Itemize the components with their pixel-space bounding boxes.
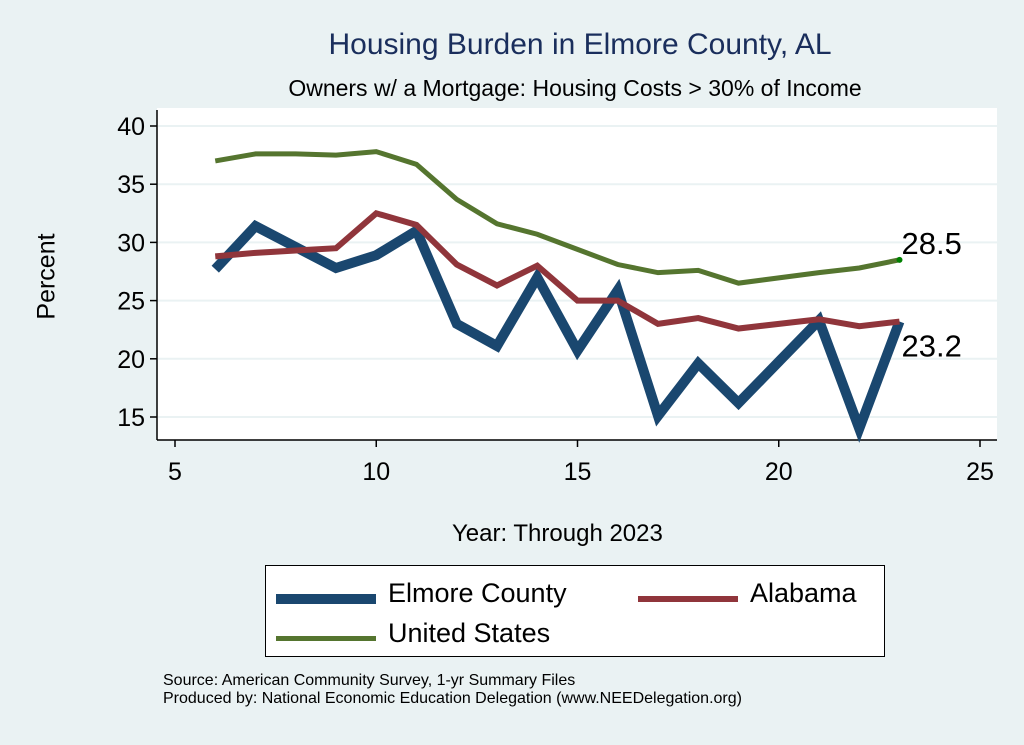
chart-subtitle: Owners w/ a Mortgage: Housing Costs > 30… [288,75,862,101]
source-note: Source: American Community Survey, 1-yr … [163,672,576,689]
x-axis-label: Year: Through 2023 [452,520,663,547]
series-line-united-states [214,149,900,286]
series-line-alabama [214,209,900,332]
y-tick-label: 20 [117,346,145,374]
y-axis-label: Percent [32,233,61,320]
series-line-elmore-county [211,219,905,443]
x-tick-label: 5 [168,458,182,486]
legend-label-elmore: Elmore County [388,578,567,608]
legend-label-us: United States [388,618,551,648]
plot-background [157,108,997,440]
legend: Elmore County Alabama United States [265,565,885,657]
legend-swatch-elmore [276,594,376,604]
x-tick-label: 20 [765,458,793,486]
annotation-elmore: 23.2 [902,329,962,364]
x-tick-label: 25 [966,458,994,486]
legend-label-alabama: Alabama [750,578,857,608]
us-endpoint-marker [896,256,903,263]
annotation-us: 28.5 [902,226,962,261]
chart-title: Housing Burden in Elmore County, AL [328,28,832,61]
y-tick-label: 25 [117,288,145,316]
legend-swatch-alabama [638,596,738,602]
y-tick-label: 15 [117,404,145,432]
y-tick-label: 35 [117,171,145,199]
producer-note: Produced by: National Economic Education… [163,690,742,707]
x-tick-label: 15 [564,458,592,486]
y-tick-label: 30 [117,229,145,257]
legend-swatch-us [276,636,376,641]
y-tick-label: 40 [117,113,145,141]
plot-area: 15 20 25 30 35 40 5 10 15 20 25 28.5 23.2 [117,108,997,486]
x-tick-label: 10 [362,458,390,486]
